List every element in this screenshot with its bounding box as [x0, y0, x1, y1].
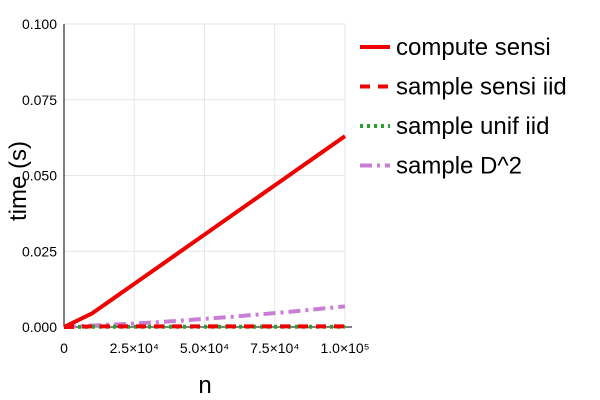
- legend-label: sample D^2: [396, 153, 522, 180]
- grid: [63, 23, 346, 328]
- x-tick-labels: 0 2.5×10⁴ 5.0×10⁴ 7.5×10⁴ 1.0×10⁵: [60, 340, 369, 356]
- legend: compute sensi sample sensi iid sample unif…: [360, 34, 567, 180]
- x-tick-label: 7.5×10⁴: [250, 340, 299, 356]
- series-line: [63, 324, 345, 329]
- x-tick-label: 5.0×10⁴: [180, 340, 229, 356]
- y-tick-label: 0.025: [22, 243, 57, 259]
- legend-label: sample unif iid: [396, 113, 549, 140]
- series-line: [63, 304, 346, 329]
- y-tick-label: 0.100: [22, 16, 57, 32]
- y-tick-label: 0.000: [22, 319, 57, 335]
- x-tick-label: 0: [60, 340, 68, 356]
- y-tick-label: 0.075: [22, 92, 57, 108]
- y-tick-labels: 0.000 0.025 0.050 0.075 0.100: [22, 16, 57, 335]
- y-axis-label: time (s): [5, 141, 32, 221]
- series-line: [63, 134, 347, 329]
- x-axis-label: n: [198, 372, 211, 399]
- legend-label: sample sensi iid: [396, 74, 567, 101]
- x-tick-label: 1.0×10⁵: [320, 340, 369, 356]
- y-tick-label: 0.050: [22, 168, 57, 184]
- legend-label: compute sensi: [396, 34, 551, 61]
- x-tick-label: 2.5×10⁴: [110, 340, 159, 356]
- series-lines: [63, 134, 347, 329]
